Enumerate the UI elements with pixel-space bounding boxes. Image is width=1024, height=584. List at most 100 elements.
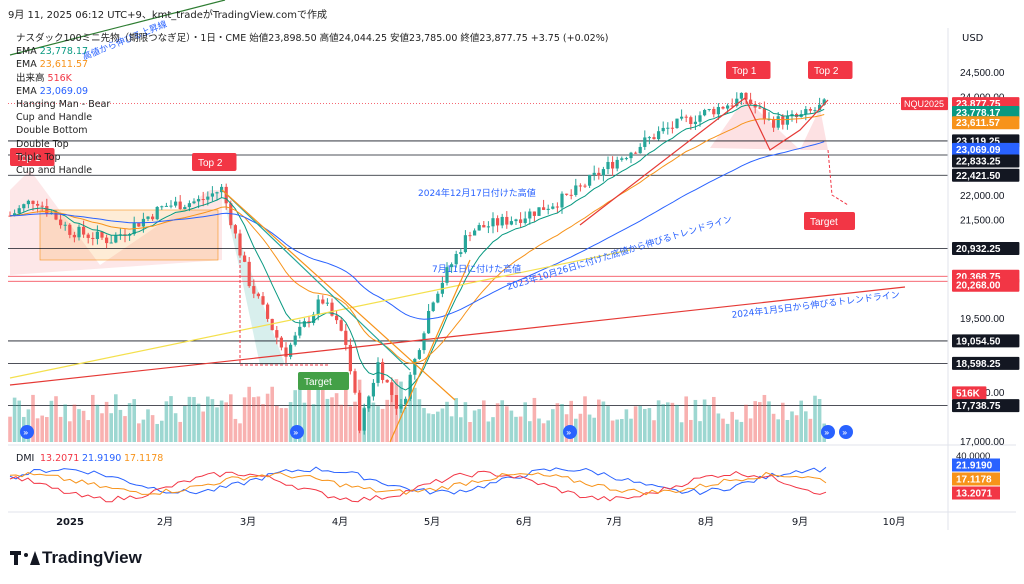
candle-body (491, 218, 495, 227)
volume-bar (569, 400, 573, 442)
candle-body (197, 199, 201, 202)
legend-item[interactable]: 出来高 516K (16, 72, 608, 85)
volume-bar (348, 406, 353, 442)
candle-body (247, 261, 251, 287)
candle-body (661, 127, 665, 132)
event-icon-glyph: » (842, 429, 848, 439)
volume-bar (449, 416, 454, 442)
volume-bar (758, 402, 762, 442)
price-tag (952, 142, 1020, 156)
candle-body (151, 216, 155, 220)
volume-bar (408, 380, 412, 442)
candle-body (160, 206, 164, 208)
x-tick-label: 10月 (883, 516, 906, 528)
legend-item[interactable]: EMA 23,778.17 (16, 45, 608, 58)
price-tag-value: 23,778.17 (956, 108, 1001, 119)
volume-bar (675, 404, 679, 442)
volume-bar (707, 405, 711, 442)
target-label-right-bg (804, 212, 855, 230)
volume-bar (693, 399, 698, 442)
candle-body (684, 116, 688, 118)
candle-body (505, 216, 509, 225)
volume-bar (767, 401, 771, 442)
volume-bar (247, 386, 251, 442)
volume-bar (799, 400, 803, 442)
candle-body (647, 137, 651, 139)
legend-item[interactable]: EMA 23,611.57 (16, 58, 608, 71)
volume-bar (380, 408, 385, 442)
candle-body (569, 194, 573, 196)
candle-body (82, 226, 86, 235)
price-tag-value: 17,738.75 (956, 401, 1001, 412)
candle-body (698, 115, 702, 122)
candle-body (528, 211, 532, 219)
candle-body (813, 110, 817, 112)
candle-body (169, 205, 173, 207)
currency-label[interactable]: USD (962, 33, 984, 44)
volume-bar (744, 404, 748, 442)
candle-body (399, 404, 403, 409)
candle-body (8, 215, 12, 217)
candle-body (749, 99, 753, 105)
candle-body (59, 219, 63, 226)
symbol-title[interactable]: ナスダック100ミニ先物（期限つなぎ足）・1日・CME (16, 33, 247, 44)
volume-bar (12, 397, 17, 442)
volume-bar (762, 394, 767, 442)
volume-bar (716, 413, 721, 442)
volume-bar (477, 409, 481, 442)
volume-bar (307, 380, 311, 442)
volume-bar (417, 399, 422, 442)
event-icon (821, 425, 835, 439)
volume-bar (81, 410, 86, 442)
trendline-yellow (9, 249, 631, 379)
volume-bar (137, 423, 141, 442)
candle-body (109, 242, 113, 244)
logo-text: TradingView (42, 548, 142, 567)
volume-bar (813, 395, 817, 442)
volume-bar (633, 406, 638, 442)
volume-bar (192, 397, 196, 442)
volume-bar (610, 420, 615, 442)
volume-bar (118, 409, 123, 442)
volume-bar (505, 406, 509, 442)
volume-bar (302, 402, 307, 442)
candle-body (790, 114, 794, 116)
candle-body (358, 392, 362, 431)
volume-bar (298, 380, 302, 442)
candle-body (744, 92, 748, 100)
volume-bar (270, 386, 274, 442)
candle-body (675, 118, 679, 129)
price-tag (952, 278, 1020, 292)
volume-bar (261, 404, 265, 442)
volume-bar (661, 404, 665, 442)
candle-body (100, 231, 104, 238)
candle-body (542, 207, 546, 210)
volume-bar (656, 400, 661, 442)
volume-bar (491, 417, 495, 442)
adx-line (9, 471, 827, 496)
trendline-orange-2 (389, 259, 471, 443)
x-tick-label: 2月 (157, 516, 173, 528)
trendline-teal (221, 189, 411, 371)
candle-body (289, 344, 293, 357)
candle-body (233, 225, 237, 234)
volume-bar (210, 399, 215, 442)
volume-bar (390, 382, 394, 442)
candle-body (735, 98, 739, 106)
candle-body (427, 310, 431, 334)
price-tag (952, 154, 1020, 168)
candle-body (307, 321, 311, 324)
candle-body (496, 218, 500, 226)
candle-body (316, 299, 320, 315)
volume-bar (371, 402, 376, 442)
legend-item[interactable]: EMA 23,069.09 (16, 85, 608, 98)
candle-body (730, 105, 734, 107)
candle-body (17, 208, 21, 214)
top2-label-left: Top 2 (198, 158, 223, 169)
volume-bar (679, 422, 684, 442)
candle-body (54, 212, 58, 220)
volume-bar (500, 400, 504, 442)
volume-bar (8, 416, 12, 442)
volume-bar (86, 420, 90, 442)
